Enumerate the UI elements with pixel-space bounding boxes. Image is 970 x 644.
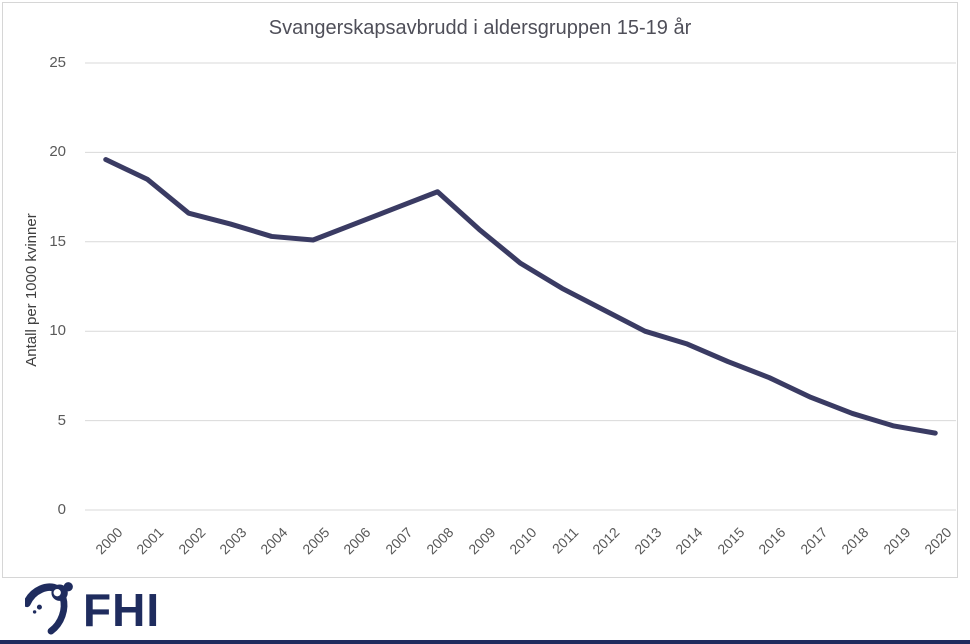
footer: FHI xyxy=(25,582,160,638)
fhi-swoosh-icon xyxy=(25,582,73,635)
y-tick-label: 5 xyxy=(57,411,66,429)
y-tick-label: 20 xyxy=(49,143,66,161)
y-axis-title: Antall per 1000 kvinner xyxy=(23,213,40,367)
bottom-accent-bar xyxy=(0,640,970,644)
chart-frame: Svangerskapsavbrudd i aldersgruppen 15-1… xyxy=(2,2,958,578)
y-tick-label: 10 xyxy=(49,322,66,340)
fhi-logo-text: FHI xyxy=(83,584,161,636)
y-tick-label: 15 xyxy=(49,232,66,250)
fhi-logo: FHI xyxy=(25,582,160,638)
y-tick-label: 25 xyxy=(49,54,66,71)
y-tick-label: 0 xyxy=(57,501,66,518)
chart-title: Svangerskapsavbrudd i aldersgruppen 15-1… xyxy=(268,17,692,39)
